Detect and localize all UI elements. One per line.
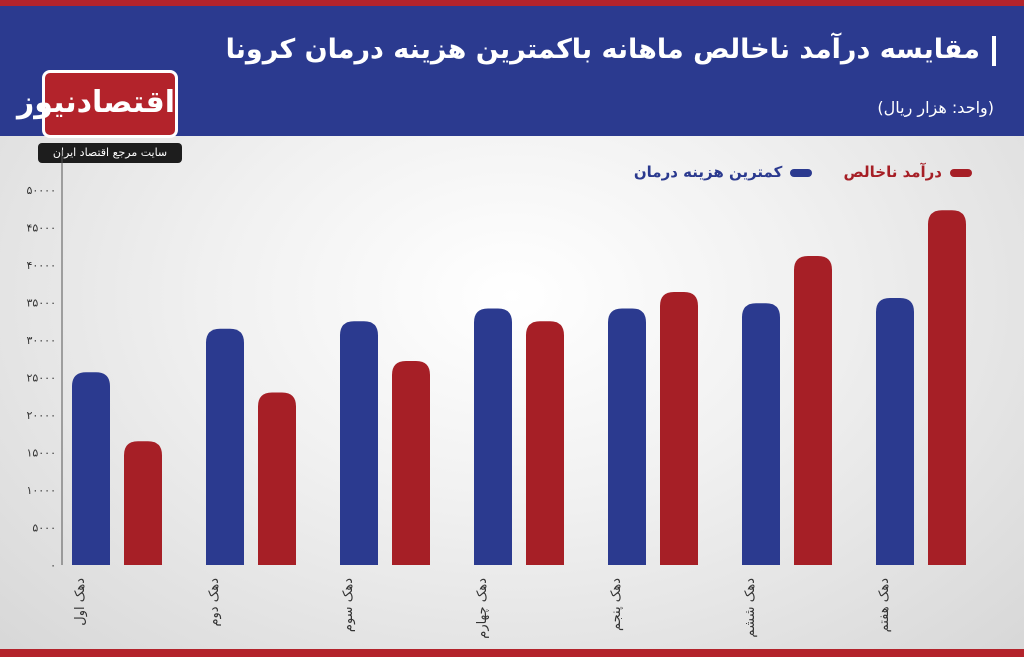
legend-swatch-cost — [790, 168, 813, 177]
y-tick-label: ۲۵۰۰۰ — [26, 372, 56, 385]
legend-label-income: درآمد ناخالص — [843, 163, 942, 181]
chart-title: مقایسه درآمد ناخالص ماهانه باکمترین هزین… — [176, 34, 996, 66]
y-tick-label: ۵۰۰۰ — [32, 522, 56, 535]
bar-cost-4 — [474, 308, 512, 565]
y-tick-label: ۴۵۰۰۰ — [26, 222, 56, 235]
x-category-label: دهک اول — [73, 578, 88, 626]
logo: اقتصادنیوز — [17, 70, 178, 138]
bar-cost-7 — [876, 298, 914, 565]
y-tick-label: ۲۰۰۰۰ — [26, 409, 56, 422]
bottom-stripe — [0, 649, 1024, 657]
y-tick-label: ۴۰۰۰۰ — [26, 259, 56, 272]
y-axis-ticks: ۵۰۰۰۰۴۵۰۰۰۴۰۰۰۰۳۵۰۰۰۳۰۰۰۰۲۵۰۰۰۲۰۰۰۰۱۵۰۰۰… — [26, 184, 56, 572]
x-category-label: دهک هفتم — [877, 578, 892, 633]
bar-cost-1 — [72, 372, 110, 565]
bar-income-6 — [794, 256, 832, 565]
bar-cost-6 — [742, 303, 780, 565]
x-category-label: دهک چهارم — [475, 578, 490, 639]
legend-item-income: درآمد ناخالص — [844, 163, 972, 181]
bar-cost-2 — [206, 328, 244, 565]
bar-cost-5 — [608, 308, 646, 565]
bar-income-3 — [392, 361, 430, 565]
x-axis-categories: دهک اول دهک دوم دهک سوم دهک چهارم دهک پنجم ده… — [73, 578, 892, 639]
bars — [72, 210, 966, 565]
bar-income-1 — [124, 441, 162, 565]
y-tick-label: ۱۰۰۰۰ — [26, 484, 56, 497]
top-stripe — [0, 0, 1024, 6]
bar-income-7 — [928, 210, 966, 565]
x-category-label: دهک سوم — [341, 578, 356, 632]
y-tick-label: ۳۰۰۰۰ — [26, 334, 56, 347]
chart-title-text: مقایسه درآمد ناخالص ماهانه باکمترین هزین… — [225, 34, 980, 65]
legend: درآمد ناخالص کمترین هزینه درمان — [608, 163, 972, 181]
y-tick-label: ۳۵۰۰۰ — [26, 297, 56, 310]
legend-item-cost: کمترین هزینه درمان — [633, 163, 813, 181]
bar-income-2 — [258, 392, 296, 565]
legend-label-cost: کمترین هزینه درمان — [633, 163, 783, 181]
bar-income-5 — [660, 292, 698, 565]
x-category-label: دهک ششم — [743, 578, 758, 638]
legend-swatch-income — [950, 168, 972, 177]
y-tick-label: ۰ — [50, 559, 56, 572]
title-accent-bar — [992, 35, 996, 66]
y-tick-label: ۱۵۰۰۰ — [26, 447, 56, 460]
unit-label: (واحد: هزار ریال) — [877, 98, 994, 117]
x-category-label: دهک پنجم — [609, 578, 624, 631]
x-category-label: دهک دوم — [207, 578, 222, 627]
logo-tagline: سایت مرجع اقتصاد ایران — [38, 143, 182, 163]
bar-cost-3 — [340, 321, 378, 565]
y-tick-label: ۵۰۰۰۰ — [26, 184, 56, 197]
bar-income-4 — [526, 321, 564, 565]
